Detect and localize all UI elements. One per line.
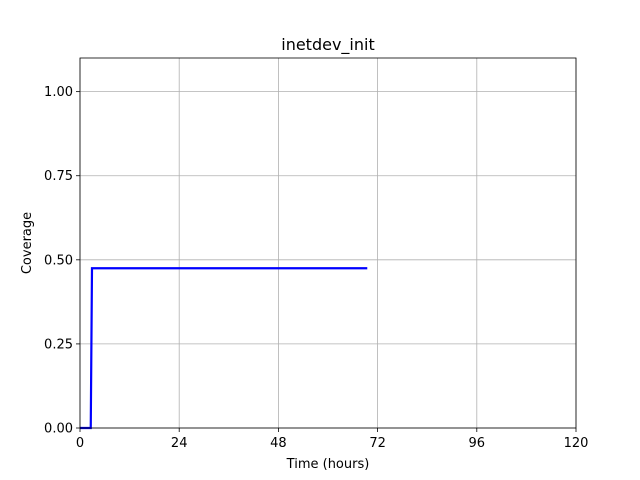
x-tick-label: 96: [469, 436, 486, 451]
y-tick-label: 1.00: [44, 85, 73, 100]
y-tick-label: 0.50: [44, 253, 73, 268]
x-tick-label: 0: [76, 436, 84, 451]
chart-title: inetdev_init: [281, 35, 374, 55]
y-axis-label: Coverage: [20, 212, 35, 274]
x-tick-label: 24: [171, 436, 188, 451]
plot-frame: [79, 57, 577, 429]
x-tick-label: 120: [564, 436, 589, 451]
x-tick-label: 72: [369, 436, 386, 451]
y-tick-label: 0.00: [44, 422, 73, 437]
y-tick-label: 0.75: [44, 169, 73, 184]
x-axis-label: Time (hours): [286, 457, 370, 472]
tick-layer: 0 24 48 72 96 120 0.00 0.25 0.50 0.75 1.00: [44, 85, 588, 451]
y-tick-label: 0.25: [44, 337, 73, 352]
x-tick-label: 48: [270, 436, 287, 451]
